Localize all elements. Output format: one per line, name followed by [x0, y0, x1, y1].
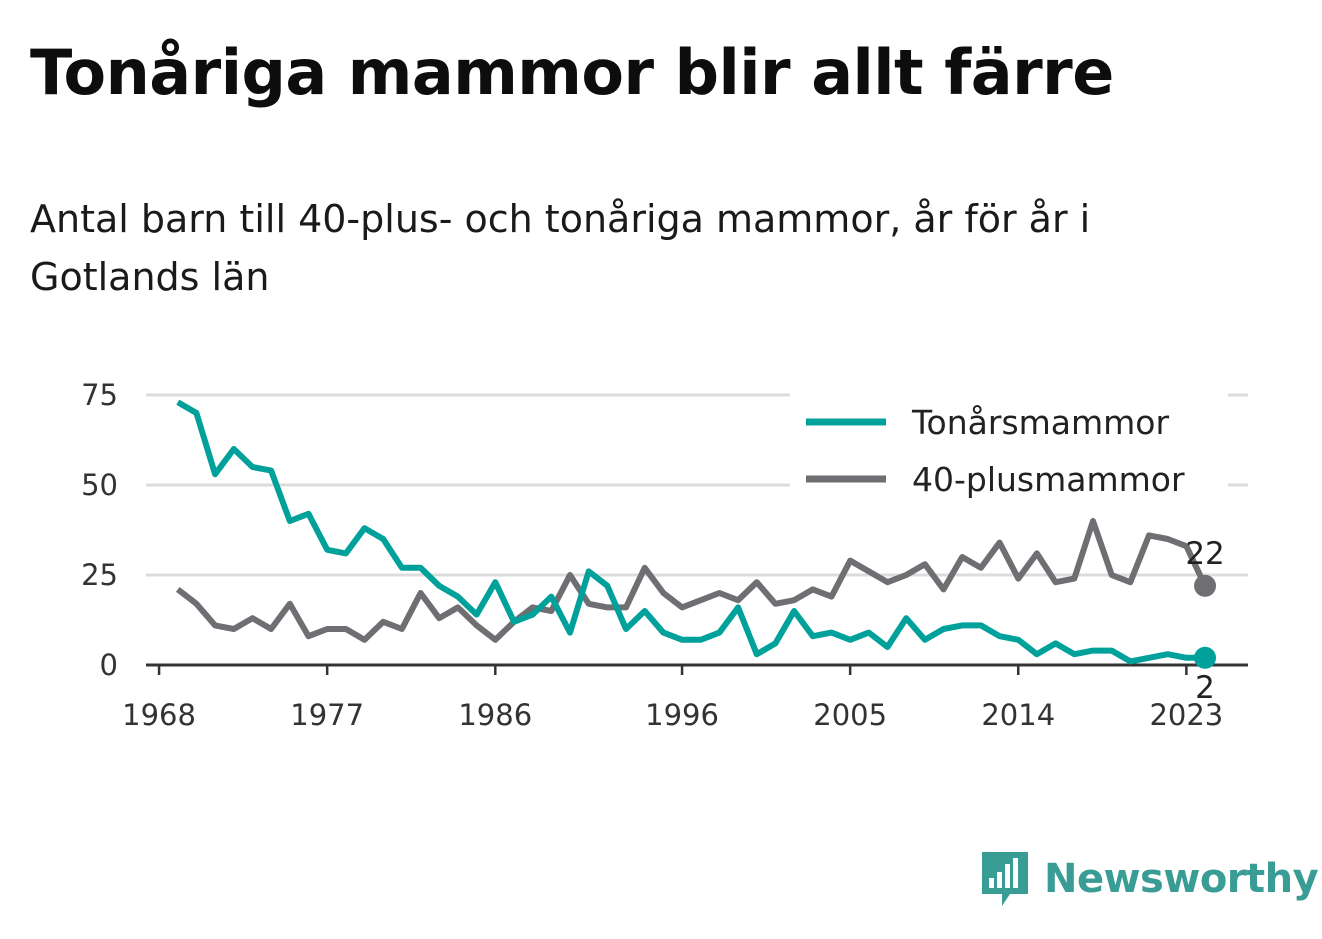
end-value-label: 22	[1185, 536, 1224, 572]
legend-label: Tonårsmammor	[911, 403, 1169, 442]
series-line-40-plusmammor	[175, 518, 1208, 643]
brand-name: Newsworthy	[1044, 856, 1319, 902]
x-tick-label: 2023	[1149, 698, 1223, 732]
x-tick-label: 2014	[981, 698, 1055, 732]
x-axis: 1968 1977 1986 1996 2005 2014 2023	[122, 665, 1223, 732]
x-tick-label: 1977	[290, 698, 364, 732]
chart-title: Tonåriga mammor blir allt färre	[30, 36, 1114, 109]
x-tick-label: 1968	[122, 698, 196, 732]
legend: Tonårsmammor 40-plusmammor	[790, 390, 1228, 510]
x-tick-label: 1996	[645, 698, 719, 732]
x-tick-label: 2005	[813, 698, 887, 732]
series-line-tonårsmammor	[176, 399, 1205, 665]
legend-background	[790, 390, 1228, 510]
newsworthy-logo: Newsworthy	[980, 850, 1319, 908]
x-tick-label: 1986	[458, 698, 532, 732]
newsworthy-chart-icon	[982, 852, 1028, 906]
chart-subtitle: Antal barn till 40-plus- och tonåriga ma…	[30, 197, 1091, 299]
series-end-point	[1194, 646, 1217, 669]
y-tick-label: 0	[100, 648, 118, 682]
y-tick-label: 25	[81, 558, 118, 592]
end-value-label: 2	[1195, 670, 1215, 706]
series-lines: 222	[175, 399, 1225, 706]
series-end-point	[1194, 574, 1217, 597]
legend-label: 40-plusmammor	[912, 460, 1185, 499]
y-tick-label: 50	[81, 468, 118, 502]
y-tick-label: 75	[81, 378, 118, 412]
y-axis: 0 25 50 75	[81, 378, 118, 682]
